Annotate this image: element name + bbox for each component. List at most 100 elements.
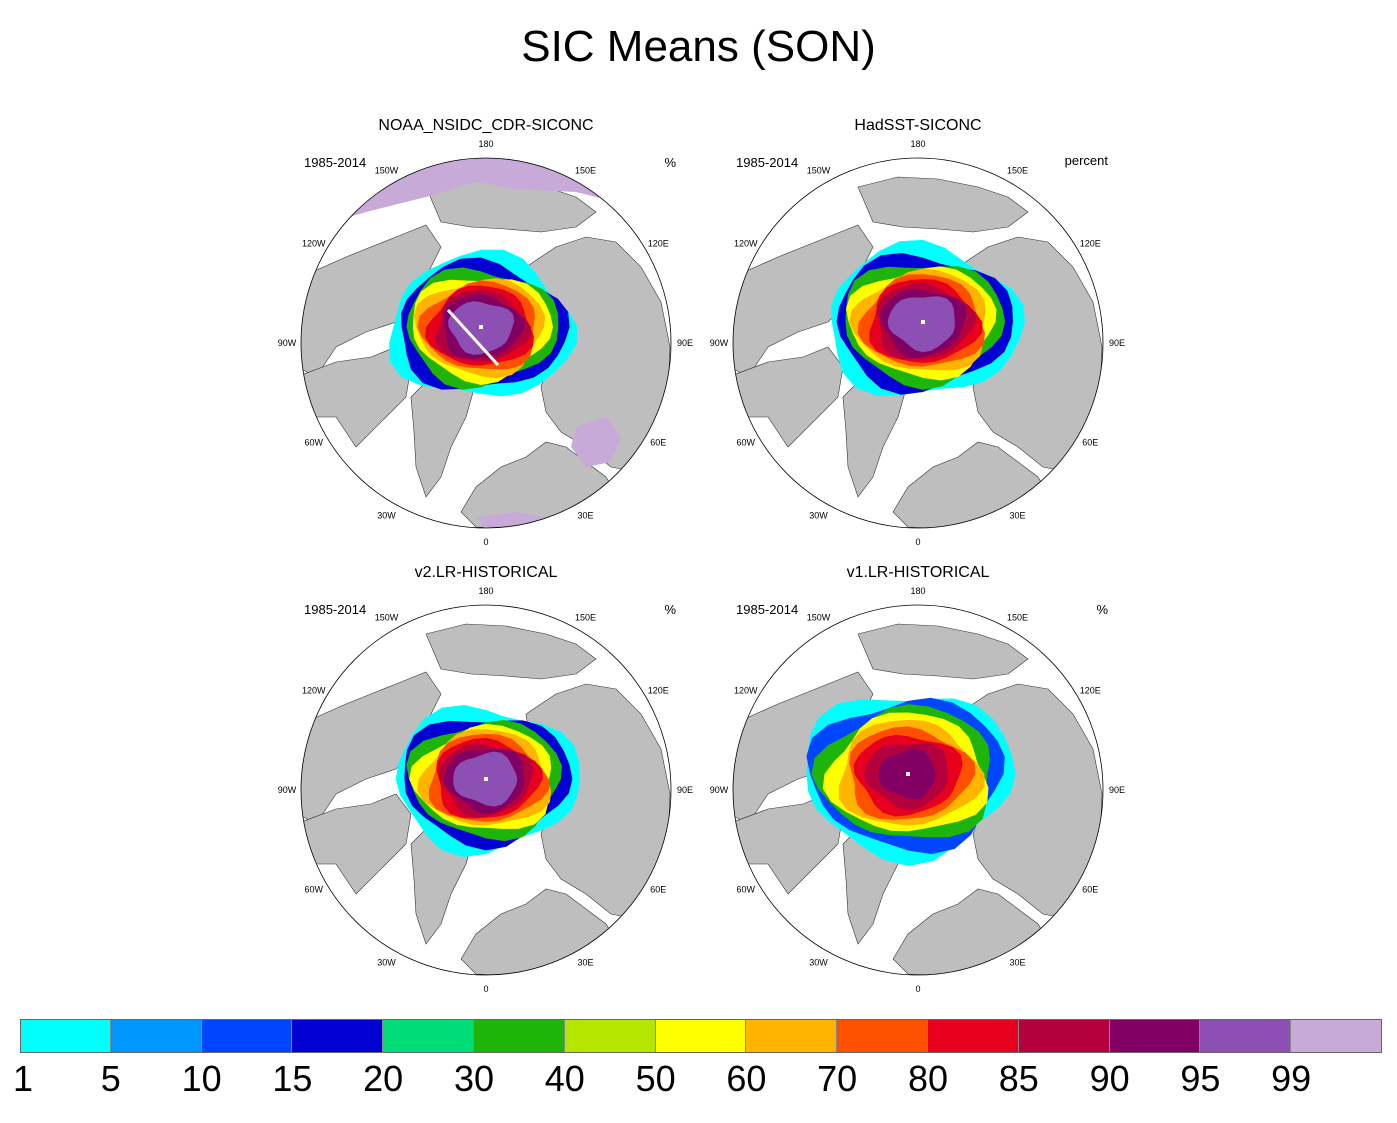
colorbar-segment <box>1291 1019 1382 1052</box>
colorbar-segment <box>110 1019 202 1052</box>
colorbar-segment <box>564 1019 656 1052</box>
longitude-label: 150W <box>375 613 399 623</box>
longitude-label: 150E <box>575 166 596 176</box>
longitude-label: 120E <box>648 239 669 249</box>
polar-map: 180 150E 120E 90E 60E 30E 0 30W 60W 90W 120W 150W <box>710 586 1125 994</box>
longitude-label: 150E <box>1007 166 1028 176</box>
longitude-label: 30E <box>1009 957 1025 967</box>
longitude-label: 120W <box>302 686 326 696</box>
longitude-label: 180 <box>478 139 493 149</box>
longitude-label: 90W <box>278 785 297 795</box>
longitude-label: 60E <box>1082 438 1098 448</box>
map-boundary <box>732 604 1104 976</box>
land-mass <box>425 623 597 680</box>
land-mass <box>733 346 844 448</box>
longitude-label: 120E <box>1080 239 1101 249</box>
colorbar-segment <box>383 1019 474 1052</box>
colorbar-segment <box>474 1019 565 1052</box>
longitude-label: 120E <box>1080 686 1101 696</box>
pole-marker <box>921 320 925 324</box>
colorbar-segment <box>20 1019 111 1052</box>
ice-patch <box>571 417 621 467</box>
panel-period: 1985-2014 <box>736 602 799 617</box>
longitude-label: 30W <box>377 957 396 967</box>
colorbar-segment <box>928 1019 1019 1052</box>
colorbar-segment <box>746 1019 838 1052</box>
longitude-label: 0 <box>915 984 920 994</box>
panel-hadsst: HadSST-SICONC 1985-2014 percent 180 150E 1… <box>708 117 1128 557</box>
colorbar-level-label: 90 <box>1089 1058 1130 1099</box>
longitude-label: 60W <box>304 885 323 895</box>
colorbar-level-label: 15 <box>272 1058 313 1099</box>
longitude-label: 120E <box>648 686 669 696</box>
longitude-label: 120W <box>734 686 758 696</box>
map-layers <box>301 623 671 975</box>
colorbar-segment <box>292 1019 384 1052</box>
longitude-label: 90E <box>1109 338 1125 348</box>
colorbar-level-label: 30 <box>453 1058 495 1099</box>
colorbar-level-label: 70 <box>817 1058 858 1099</box>
colorbar-level-label: 60 <box>726 1058 767 1099</box>
longitude-label: 120W <box>734 239 758 249</box>
longitude-label: 60E <box>650 438 666 448</box>
map-layers <box>733 176 1103 528</box>
longitude-label: 30E <box>577 957 593 967</box>
colorbar-level-label: 1 <box>12 1058 34 1099</box>
panel-title: v1.LR-HISTORICAL <box>846 564 990 581</box>
panel-period: 1985-2014 <box>736 155 799 170</box>
panel-noaa-nsidc: NOAA_NSIDC_CDR-SICONC 1985-2014 % 180 150… <box>276 117 696 557</box>
colorbar-segment <box>201 1019 293 1052</box>
panel-v1-lr-historical: v1.LR-HISTORICAL 1985-2014 % 180 150E 120E… <box>708 564 1128 1004</box>
longitude-label: 0 <box>915 537 920 547</box>
colorbar-level-label: 20 <box>363 1058 404 1099</box>
colorbar-level-label: 80 <box>907 1058 949 1099</box>
colorbar-segment <box>1200 1019 1292 1052</box>
longitude-label: 90W <box>710 338 729 348</box>
longitude-label: 30E <box>1009 510 1025 520</box>
colorbar-level-label: 10 <box>181 1058 222 1099</box>
longitude-label: 180 <box>910 586 925 596</box>
longitude-label: 90W <box>710 785 729 795</box>
panel-units: % <box>664 602 676 617</box>
panel-title: HadSST-SICONC <box>854 117 982 134</box>
colorbar-level-label: 85 <box>998 1058 1039 1099</box>
ice-patch <box>476 512 546 528</box>
longitude-label: 60W <box>736 438 755 448</box>
longitude-label: 30W <box>809 510 828 520</box>
panel-v2-lr-historical: v2.LR-HISTORICAL 1985-2014 % 180 150E 120E… <box>276 564 696 1004</box>
panel-units: % <box>664 155 676 170</box>
pole-marker <box>479 325 483 329</box>
colorbar-level-label: 5 <box>100 1058 121 1099</box>
polar-map: 180 150E 120E 90E 60E 30E 0 30W 60W 90W 120W 150W <box>278 139 693 547</box>
longitude-label: 60E <box>650 885 666 895</box>
longitude-label: 30E <box>577 510 593 520</box>
panel-title: v2.LR-HISTORICAL <box>414 564 558 581</box>
panel-period: 1985-2014 <box>304 155 367 170</box>
longitude-label: 60E <box>1082 885 1098 895</box>
longitude-label: 0 <box>483 537 488 547</box>
map-boundary <box>300 157 672 529</box>
longitude-label: 30W <box>809 957 828 967</box>
land-mass <box>301 793 412 895</box>
longitude-label: 90E <box>677 338 693 348</box>
land-mass <box>733 793 844 895</box>
colorbar-level-label: 50 <box>635 1058 676 1099</box>
pole-marker <box>484 777 488 781</box>
longitude-label: 150W <box>807 166 831 176</box>
ice-contour <box>887 296 955 353</box>
longitude-label: 90E <box>1109 785 1125 795</box>
colorbar-level-label: 99 <box>1271 1058 1312 1099</box>
colorbar-frame <box>20 1019 1382 1053</box>
longitude-label: 90W <box>278 338 297 348</box>
pole-marker <box>906 772 910 776</box>
colorbar-segment <box>655 1019 747 1052</box>
longitude-label: 150W <box>807 613 831 623</box>
longitude-label: 90E <box>677 785 693 795</box>
figure-title: SIC Means (SON) <box>521 22 876 71</box>
colorbar-segment <box>837 1019 928 1052</box>
land-mass <box>301 346 412 448</box>
colorbar-segment <box>1018 1019 1110 1052</box>
colorbar-segment <box>1109 1019 1201 1052</box>
ice-cap-top <box>301 158 671 232</box>
longitude-label: 60W <box>736 885 755 895</box>
